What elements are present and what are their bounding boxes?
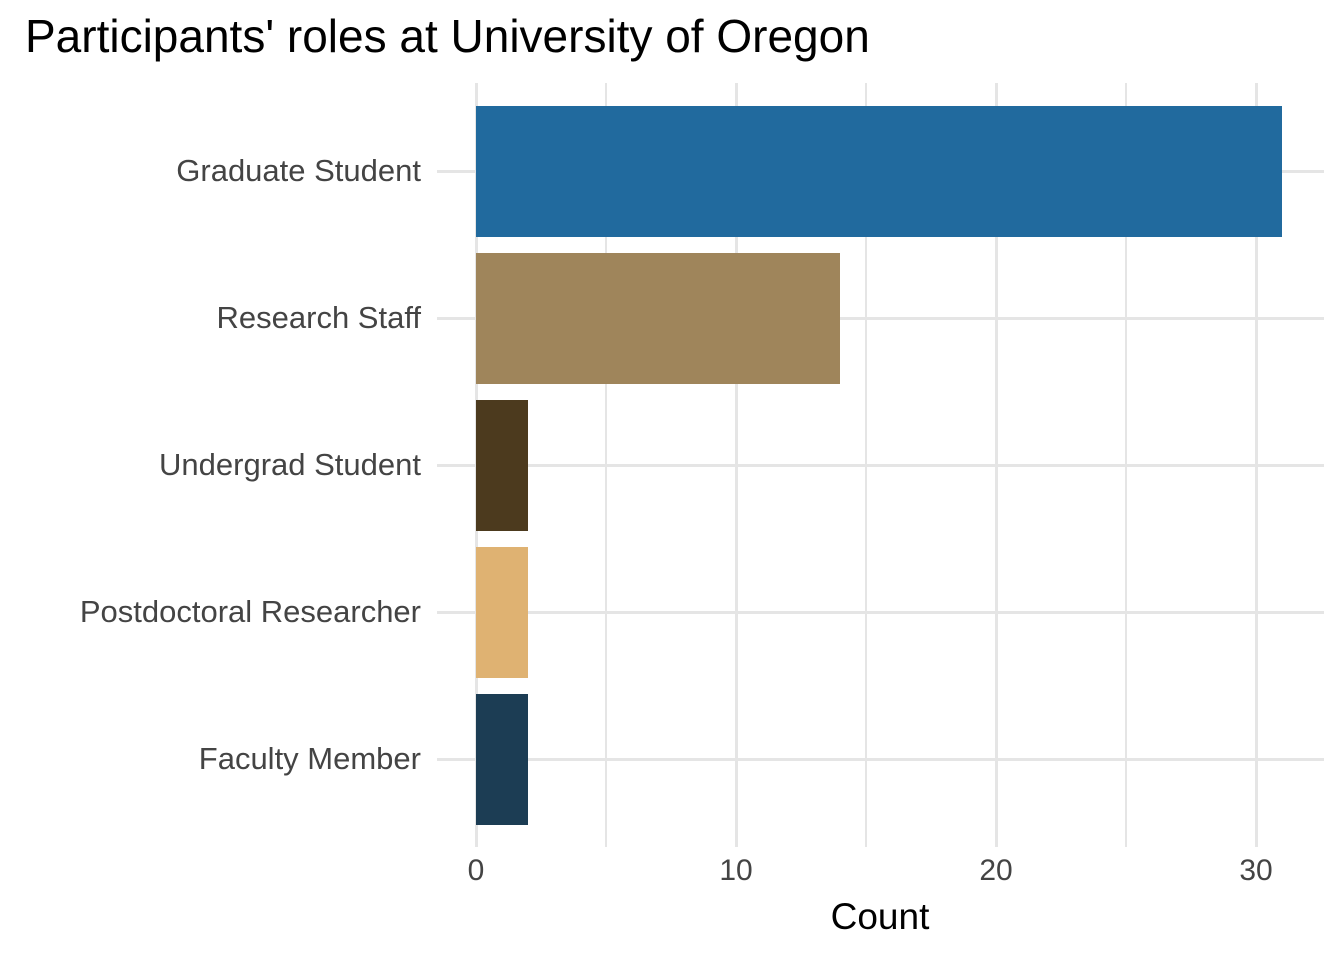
gridline-horizontal [437, 463, 1324, 467]
plot-panel [437, 83, 1324, 847]
gridline-vertical-major [994, 83, 998, 847]
gridline-vertical-minor [865, 83, 867, 847]
gridline-vertical-major [734, 83, 738, 847]
category-label-graduate-student: Graduate Student [176, 153, 421, 188]
chart-title: Participants' roles at University of Ore… [25, 10, 870, 62]
category-label-undergrad-student: Undergrad Student [159, 447, 421, 482]
gridline-horizontal [437, 610, 1324, 614]
gridline-horizontal [437, 757, 1324, 761]
gridline-vertical-minor [605, 83, 607, 847]
x-tick-label-0: 0 [467, 854, 485, 887]
gridline-horizontal [437, 316, 1324, 320]
x-tick-label-20: 20 [979, 854, 1013, 887]
x-tick-label-10: 10 [719, 854, 753, 887]
gridline-vertical-major [1254, 83, 1258, 847]
category-label-research-staff: Research Staff [216, 300, 421, 335]
x-axis-title: Count [830, 896, 930, 937]
bar-graduate-student [476, 105, 1282, 237]
x-tick-label-30: 30 [1239, 854, 1273, 887]
bar-undergrad-student [476, 399, 528, 531]
bar-faculty-member [476, 693, 528, 825]
bar-research-staff [476, 252, 840, 384]
gridline-vertical-minor [1125, 83, 1127, 847]
bar-postdoctoral-researcher [476, 546, 528, 678]
category-label-faculty-member: Faculty Member [198, 741, 421, 776]
category-label-postdoctoral-researcher: Postdoctoral Researcher [79, 594, 421, 629]
